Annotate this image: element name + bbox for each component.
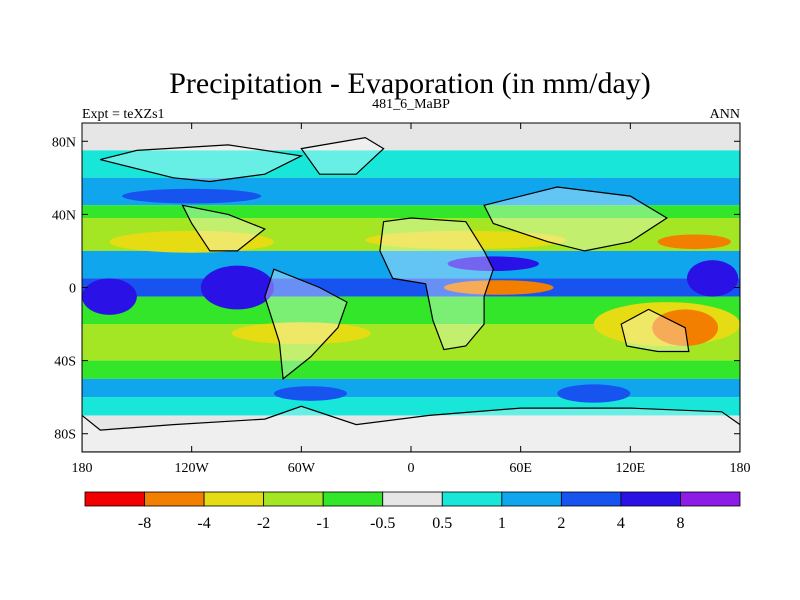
- pe-patch-13: [273, 386, 348, 401]
- y-tick-label: 0: [69, 282, 76, 297]
- season-label: ANN: [710, 107, 740, 122]
- land-outline-0: [100, 144, 304, 183]
- y-tick-label: 80S: [54, 428, 76, 443]
- colorbar-swatch: [680, 491, 741, 507]
- colorbar-swatch: [203, 491, 265, 507]
- pe-patch-9: [82, 278, 137, 315]
- pe-band-4: [82, 250, 740, 279]
- colorbar-label: -2: [257, 515, 270, 532]
- colorbar-swatch: [263, 491, 324, 507]
- x-tick-label: 180: [730, 461, 751, 476]
- colorbar-swatch: [382, 491, 443, 507]
- x-tick-label: 120E: [616, 461, 646, 476]
- land-outline-2: [264, 268, 348, 381]
- x-tick-label: 180: [72, 461, 93, 476]
- land-outline-3: [379, 217, 494, 351]
- pe-band-0: [82, 150, 740, 178]
- pe-patch-3: [657, 234, 731, 250]
- colorbar-swatch: [322, 491, 384, 507]
- colorbar-label: 8: [676, 515, 684, 532]
- pe-band-9: [82, 378, 740, 398]
- pe-patch-8: [200, 265, 274, 310]
- y-tick-label: 40S: [54, 355, 76, 370]
- x-tick-label: 0: [408, 461, 415, 476]
- colorbar-label: -0.5: [370, 515, 395, 532]
- map-field: [82, 123, 740, 452]
- x-tick-label: 120W: [175, 461, 210, 476]
- pe-band-2: [82, 205, 740, 219]
- pe-band-8: [82, 360, 740, 379]
- pe-patch-7: [231, 322, 371, 345]
- colorbar-label: 0.5: [432, 515, 452, 532]
- y-tick-label: 80N: [52, 135, 76, 150]
- chart-title: Precipitation - Evaporation (in mm/day): [169, 67, 651, 100]
- land-outline-6: [300, 136, 385, 175]
- x-tick-label: 60W: [288, 461, 316, 476]
- pe-patch-0: [122, 188, 262, 204]
- colorbar-label: 2: [557, 515, 565, 532]
- colorbar-label: -4: [197, 515, 210, 532]
- experiment-label: Expt = teXZs1: [82, 107, 165, 122]
- land-outline-4: [483, 186, 669, 252]
- colorbar: -8 -4 -2 -1 -0.5 0.5 1 2 4 8: [84, 491, 741, 532]
- colorbar-swatch: [144, 491, 205, 507]
- colorbar-label: -1: [317, 515, 330, 532]
- pe-patch-12: [557, 384, 631, 403]
- colorbar-swatch: [84, 491, 145, 507]
- x-axis: 180 120W 60W 0 60E 120E 180: [72, 123, 751, 476]
- colorbar-swatch: [620, 491, 681, 507]
- colorbar-label: 4: [617, 515, 625, 532]
- period-label: 481_6_MaBP: [372, 97, 450, 112]
- y-axis: 80N 40N 0 40S 80S: [52, 135, 740, 443]
- land-outline-1: [181, 204, 266, 252]
- land-outline-5: [620, 308, 690, 353]
- colorbar-label: 1: [498, 515, 506, 532]
- y-tick-label: 40N: [52, 208, 76, 223]
- colorbar-swatch: [560, 491, 622, 507]
- x-tick-label: 60E: [509, 461, 532, 476]
- pe-patch-4: [443, 280, 554, 295]
- pe-band-10: [82, 397, 740, 416]
- pe-patch-10: [447, 256, 539, 272]
- land-outline-7: [82, 405, 740, 452]
- pe-patch-2: [365, 230, 567, 250]
- colorbar-swatch: [441, 491, 503, 507]
- colorbar-swatch: [501, 491, 562, 507]
- pe-patch-1: [109, 230, 274, 253]
- pe-patch-11: [686, 260, 739, 297]
- colorbar-label: -8: [138, 515, 151, 532]
